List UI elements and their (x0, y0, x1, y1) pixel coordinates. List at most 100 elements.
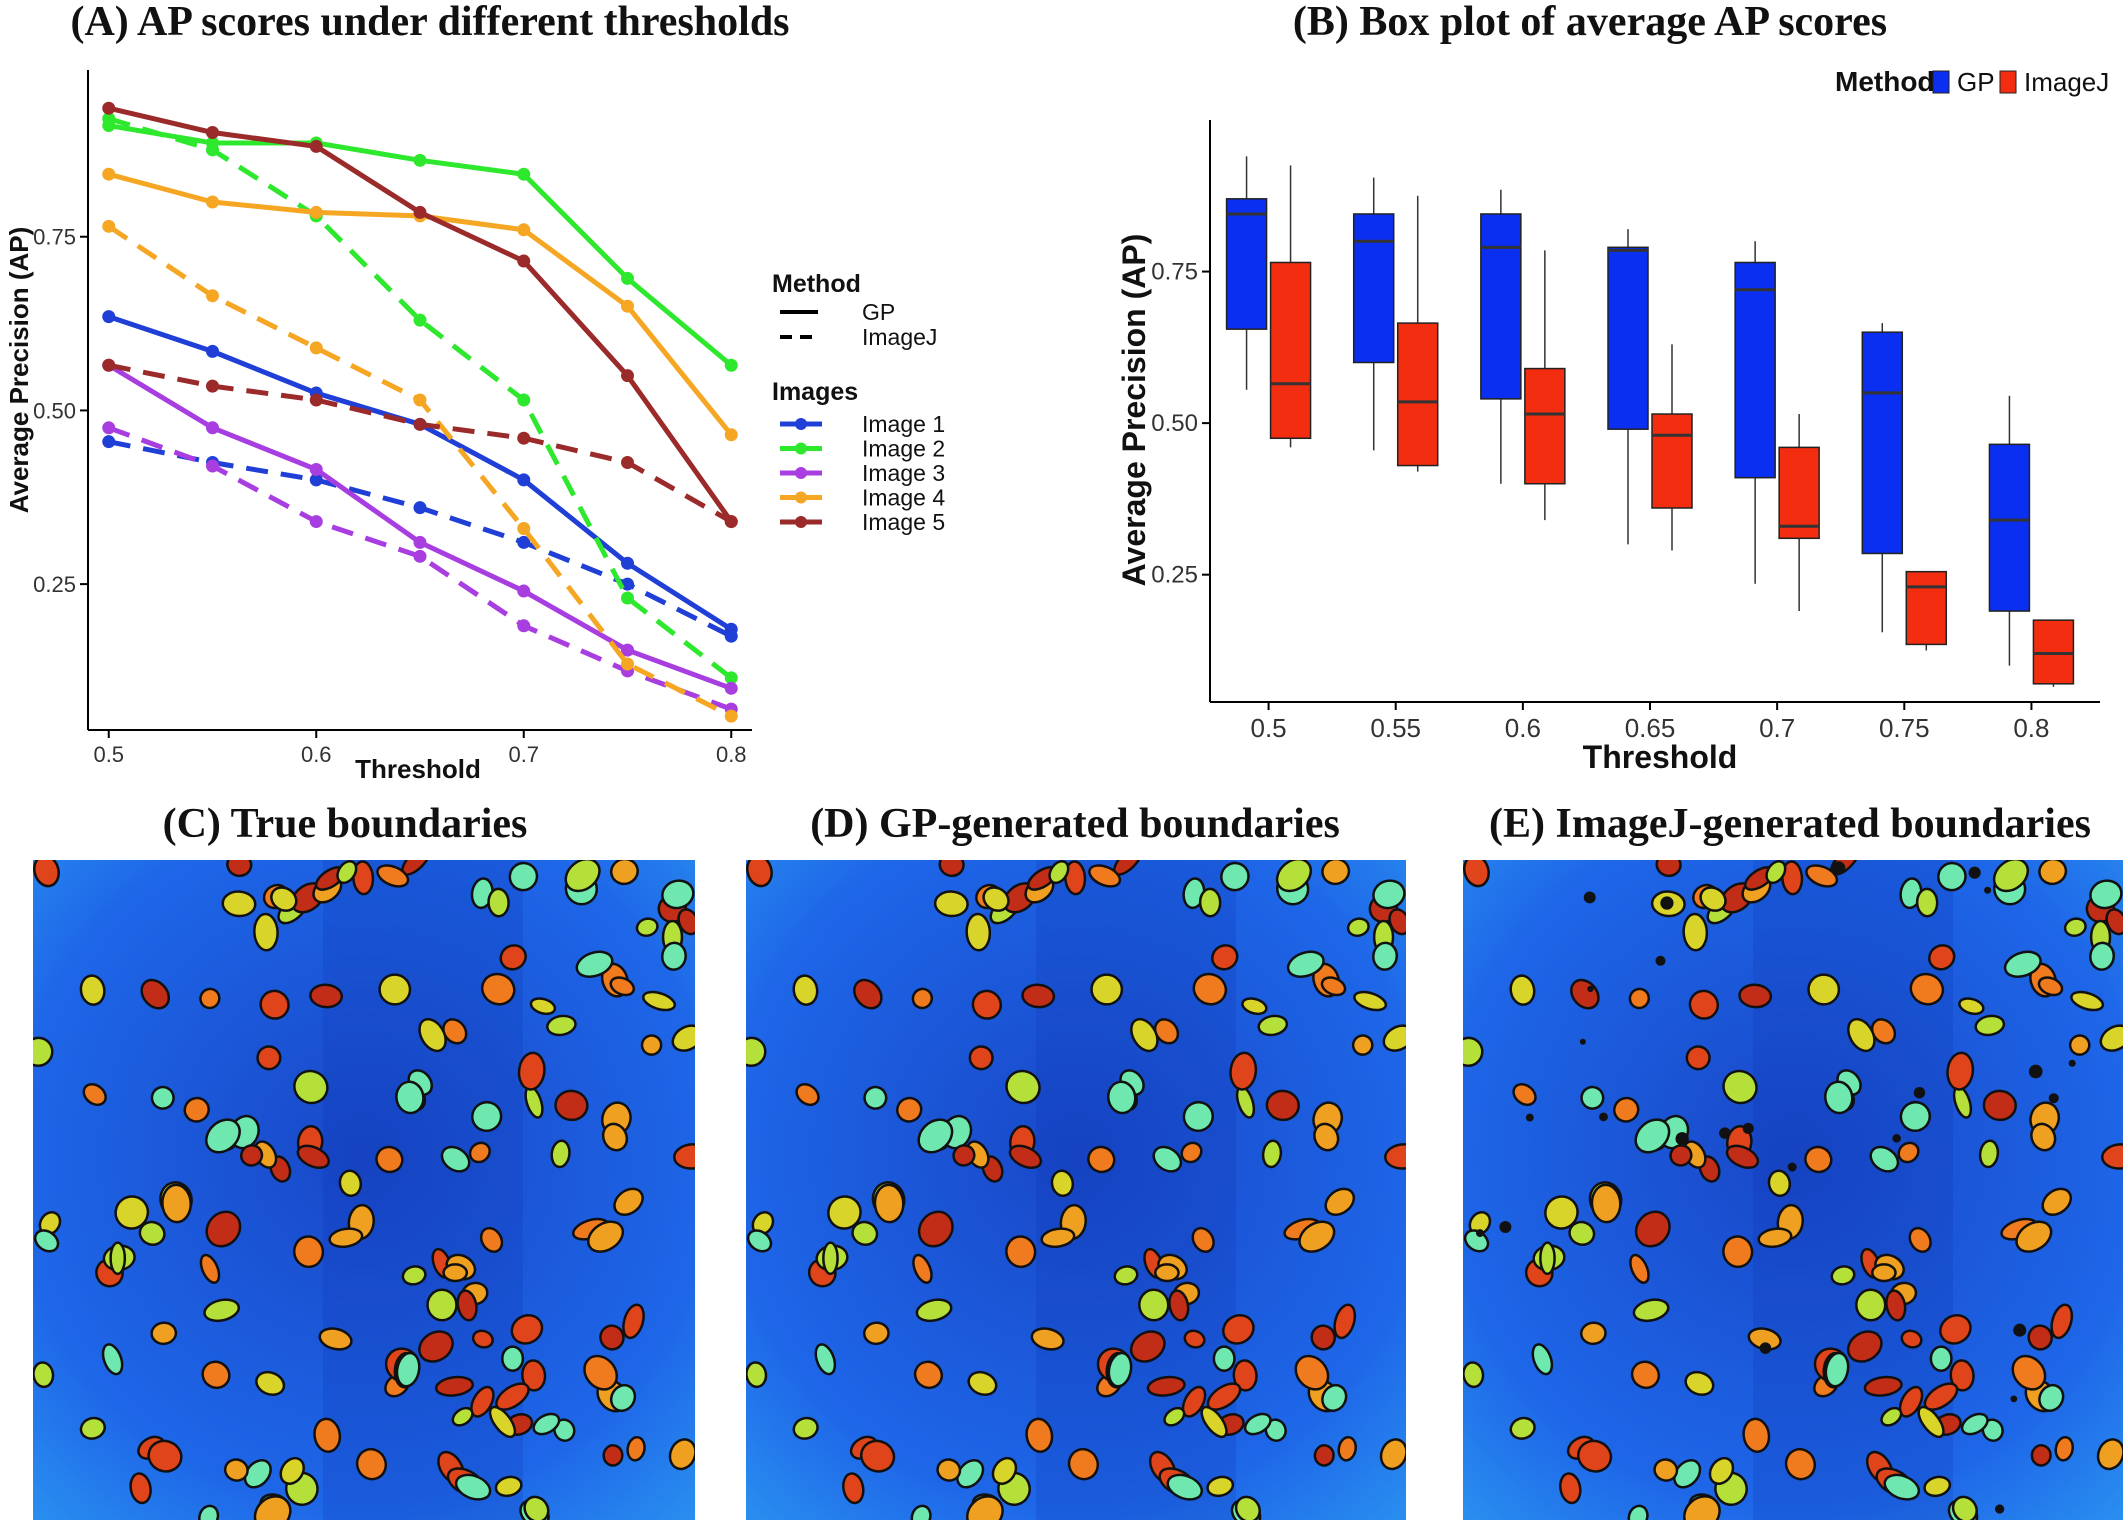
y-tick-label: 0.25 (33, 572, 76, 597)
cell (966, 1495, 1004, 1520)
cell (1163, 1406, 1186, 1427)
cell (1908, 1226, 1932, 1253)
cell (33, 1361, 55, 1389)
cell (150, 1085, 175, 1110)
cell (546, 1014, 577, 1037)
cell (1627, 1504, 1649, 1520)
cell (746, 1361, 768, 1389)
panel-e-title: (E) ImageJ-generated boundaries (1489, 801, 2091, 847)
cell (442, 1263, 469, 1283)
spurious-boundary (1984, 886, 1992, 894)
cell (33, 1229, 60, 1253)
cell (2038, 1383, 2065, 1413)
cell (1320, 976, 1347, 997)
cell (1897, 1141, 1920, 1164)
cell (1824, 1351, 1850, 1388)
cell (609, 1383, 637, 1413)
true-boundaries-image (33, 860, 695, 1520)
cell (253, 1495, 292, 1520)
cell (378, 973, 412, 1006)
box (1396, 322, 1439, 467)
data-point (309, 393, 323, 407)
cell (609, 860, 639, 886)
cell (827, 1195, 862, 1230)
data-point (413, 205, 427, 219)
legend-key-dot (795, 467, 807, 479)
cell (917, 1118, 954, 1154)
data-point (413, 153, 427, 167)
cell (1030, 1327, 1065, 1351)
cell (418, 1330, 454, 1363)
cell (1130, 1017, 1159, 1053)
cell (529, 997, 557, 1016)
spurious-boundary (1499, 1221, 1512, 1233)
data-point (621, 643, 634, 657)
cell (1767, 1169, 1792, 1198)
legend-key-dot (795, 418, 807, 430)
cell (626, 1435, 646, 1462)
cell (2030, 1444, 2052, 1467)
cell (1234, 1495, 1261, 1520)
cell (1682, 912, 1709, 952)
cell (523, 1495, 550, 1520)
cell (205, 1118, 241, 1154)
cell (1152, 1145, 1183, 1173)
ap-box-plot: 0.25 0.50 0.75 0.5 0.55 0.6 0.65 0.7 0.75 0.8 Thre… (1116, 66, 2109, 775)
box (1480, 213, 1522, 400)
imagej-boundaries-image (1463, 860, 2123, 1520)
cell (33, 1036, 54, 1068)
cell (1212, 1345, 1236, 1372)
cell (1206, 1475, 1235, 1498)
cell (1463, 1036, 1484, 1068)
cell (842, 1472, 865, 1505)
legend-label: ImageJ (862, 324, 937, 350)
cell (1168, 1289, 1190, 1322)
legend-label: Image 3 (862, 460, 945, 486)
legend-title: Method (1835, 66, 1935, 97)
cell (1830, 1265, 1856, 1286)
data-point (517, 393, 531, 407)
cell (1463, 860, 1490, 888)
cell (1113, 1265, 1139, 1286)
data-point (309, 205, 323, 219)
data-point (517, 619, 531, 633)
spurious-boundary (1994, 1504, 2005, 1514)
cell (309, 983, 344, 1009)
cell (1883, 1473, 1921, 1501)
y-tick-label: 0.50 (1151, 410, 1198, 437)
cell (1568, 1220, 1596, 1246)
cell (2089, 941, 2116, 971)
spurious-boundary (1675, 1132, 1689, 1146)
cell (313, 1417, 342, 1453)
cell (2054, 1435, 2074, 1462)
cell (1021, 983, 1056, 1009)
cell (1951, 1495, 1978, 1520)
data-point (206, 195, 219, 209)
cell (488, 1405, 517, 1439)
cell (1960, 1412, 1989, 1436)
cell (1182, 1100, 1215, 1133)
cell (583, 1354, 619, 1391)
cell (255, 1370, 286, 1396)
cell (1855, 1288, 1887, 1322)
gp-boundaries-image (746, 860, 1406, 1520)
data-point (206, 289, 219, 303)
data-point (621, 591, 634, 605)
legend-key-dot (795, 442, 807, 455)
spurious-boundary (1968, 866, 1981, 879)
cell (613, 1187, 644, 1217)
cell (1823, 1080, 1854, 1115)
cell (1294, 1354, 1330, 1391)
cell (859, 1439, 896, 1473)
cell (1181, 1385, 1207, 1418)
cell (1191, 1226, 1215, 1253)
cell (150, 1321, 178, 1346)
data-point (517, 254, 531, 268)
y-axis-label: Average Precision (AP) (1116, 234, 1152, 587)
cell (1183, 1329, 1206, 1349)
data-point (309, 341, 323, 355)
data-point (724, 709, 738, 723)
cell (671, 1024, 695, 1052)
cell (479, 1226, 504, 1253)
spurious-boundary (2048, 1093, 2059, 1104)
